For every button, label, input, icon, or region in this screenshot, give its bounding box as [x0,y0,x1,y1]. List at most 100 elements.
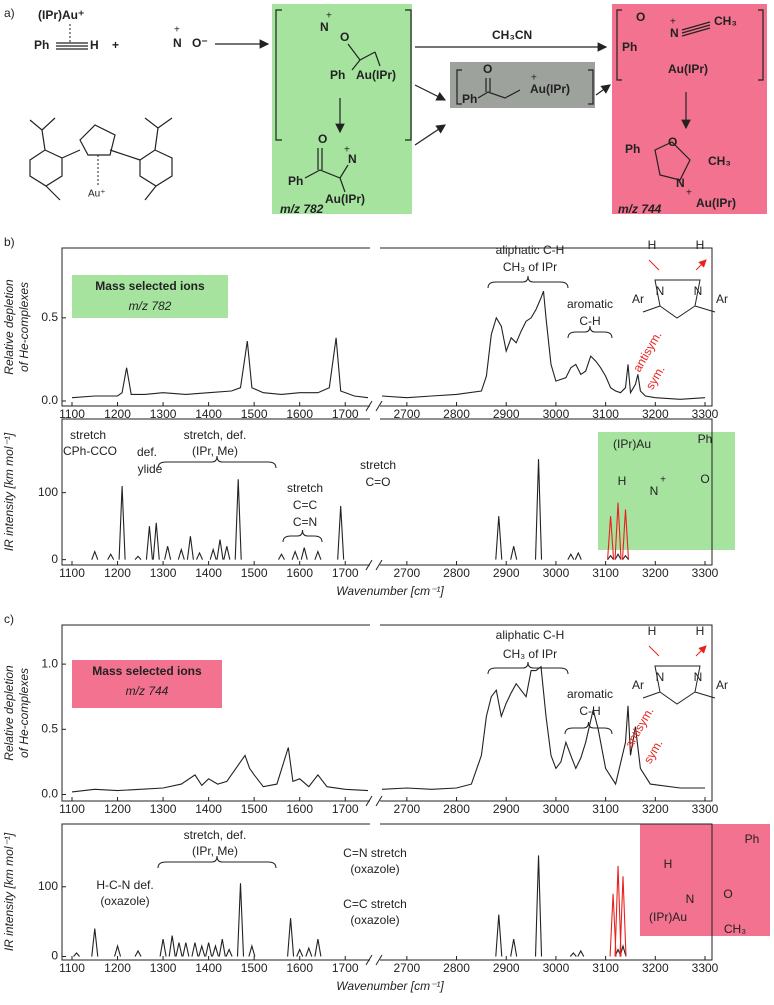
peak [614,553,622,560]
peak [205,942,213,957]
peak [186,536,194,560]
annotation: Ar [632,292,644,306]
peak [182,942,190,957]
axis-break [365,559,383,571]
x-axis-label: Wavenumber [cm⁻¹] [336,584,444,598]
peak [510,938,518,957]
vib-arrows [648,646,706,657]
annotation: H [664,857,673,871]
annotation: CPh-CCO [63,444,117,458]
annotation: ylide [138,462,163,476]
x-tick-label: 2700 [393,802,420,816]
x-tick-label: 1600 [286,802,313,816]
t: Au(IPr) [325,192,365,206]
x-tick-label: 2800 [443,802,470,816]
annotation: N [656,284,665,298]
box-ketene [450,62,595,108]
frame [61,247,713,407]
annotation: CH₃ of IPr [503,647,557,661]
x-tick-label: 3300 [692,407,719,421]
brace [567,325,613,339]
bond [304,148,349,193]
bracket [616,9,764,81]
annotation: (IPr, Me) [192,444,238,458]
x-tick-label: 1100 [59,407,85,421]
annotation: O [700,472,709,486]
mass-box-title: Mass selected ions [92,664,202,678]
annotation: stretch [360,458,396,472]
bond [681,21,711,37]
annotation: Ar [716,678,728,692]
bond [56,42,88,50]
y-tick-label: 0 [51,949,58,963]
x-tick-label: 1100 [59,802,85,816]
x-tick-label: 2900 [493,961,520,975]
x-tick-label: 2700 [393,566,420,580]
annotation: C=C [293,498,318,512]
x-tick-label: 3100 [592,407,619,421]
t: Ph [288,174,303,188]
annotation: Ar [716,292,728,306]
peak [577,949,585,957]
x-axis-label: Wavenumber [cm⁻¹] [336,979,444,993]
annotation: N [650,484,659,498]
x-tick-label: 1700 [332,407,359,421]
axis-break [365,954,383,966]
t: O [668,135,677,149]
peak [209,547,217,560]
peak [175,942,183,957]
arrow [414,124,446,146]
box-782 [272,4,412,214]
annotation: stretch [70,428,106,442]
bond [477,78,521,99]
peak [314,550,322,560]
peak [152,522,160,560]
x-tick-label: 1100 [59,566,85,580]
x-tick-label: 2900 [493,566,520,580]
frame [61,823,713,961]
annotation: CH₃ [724,922,746,936]
annotation: + [660,475,666,486]
ring [654,141,691,181]
peak [495,914,503,957]
t: m/z 782 [280,202,324,216]
mass-box-title: Mass selected ions [95,279,205,293]
peak [225,948,233,957]
t: CH₃CN [492,28,532,42]
peak [337,506,345,560]
annotation: (IPr)Au [613,437,651,451]
box-744 [612,4,767,214]
annotation: O [723,887,732,901]
x-tick-label: 1600 [286,407,313,421]
peak [236,883,245,957]
x-tick-label: 3000 [543,802,570,816]
peak [609,893,617,957]
annotation: stretch, def. [184,428,247,442]
peak [510,546,518,560]
peak [216,539,224,560]
x-tick-label: 3000 [543,407,570,421]
annotation: aliphatic C-H [496,243,565,257]
peak [73,952,80,957]
x-tick-label: 1400 [195,566,222,580]
arrow [414,84,447,101]
annotation: Ph [698,432,713,446]
peak [300,547,308,560]
y-tick-label: 0.5 [41,721,58,735]
x-tick-label: 3200 [642,566,669,580]
t: Au⁺ [88,189,106,200]
x-tick-label: 2800 [443,407,470,421]
x-tick-label: 1300 [150,802,177,816]
peak [305,946,313,957]
peak [621,509,630,560]
x-tick-label: 3000 [543,961,570,975]
annotation: (oxazole) [100,894,149,908]
x-tick-label: 1400 [195,802,222,816]
mass-box-subtitle: m/z 744 [126,684,169,698]
annotation: C=O [365,475,390,489]
y-tick-label: 100 [38,879,58,893]
imidazole [642,665,716,705]
x-tick-label: 1300 [150,961,177,975]
x-tick-label: 1300 [150,566,177,580]
